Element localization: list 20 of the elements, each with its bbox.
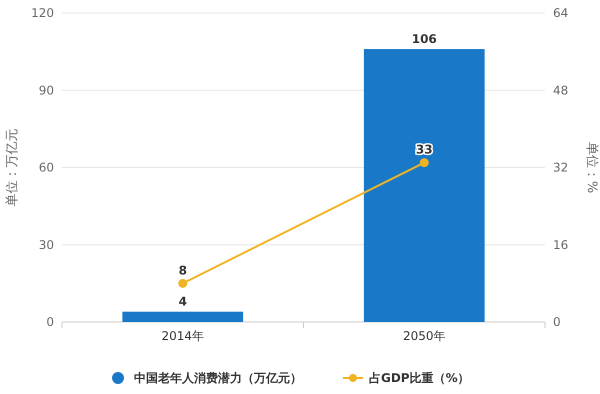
y-tick-label: 90 xyxy=(38,83,54,98)
y2-tick-label: 64 xyxy=(553,6,568,20)
y-tick-label: 0 xyxy=(46,315,54,330)
y-tick-label: 120 xyxy=(31,6,54,20)
y-tick-label: 30 xyxy=(38,238,54,252)
y-axis-title: 单位：万亿元 xyxy=(5,128,20,206)
x-tick-label: 2050年 xyxy=(402,329,446,343)
data-label: 8 xyxy=(178,263,187,278)
y2-axis-title: 单位：% xyxy=(584,142,599,194)
y-tick-label: 60 xyxy=(38,160,54,175)
x-tick-label: 2014年 xyxy=(161,329,204,343)
y2-tick-label: 16 xyxy=(553,238,568,252)
legend-label: 中国老年人消费潜力（万亿元） xyxy=(134,371,302,386)
y2-tick-label: 32 xyxy=(553,160,568,175)
y2-tick-label: 48 xyxy=(553,83,568,98)
y2-tick-label: 0 xyxy=(553,315,561,330)
data-label: 106 xyxy=(412,32,437,46)
legend-label: 占GDP比重（%） xyxy=(369,371,470,386)
data-label: 33 xyxy=(416,142,433,157)
data-label: 4 xyxy=(178,294,187,309)
